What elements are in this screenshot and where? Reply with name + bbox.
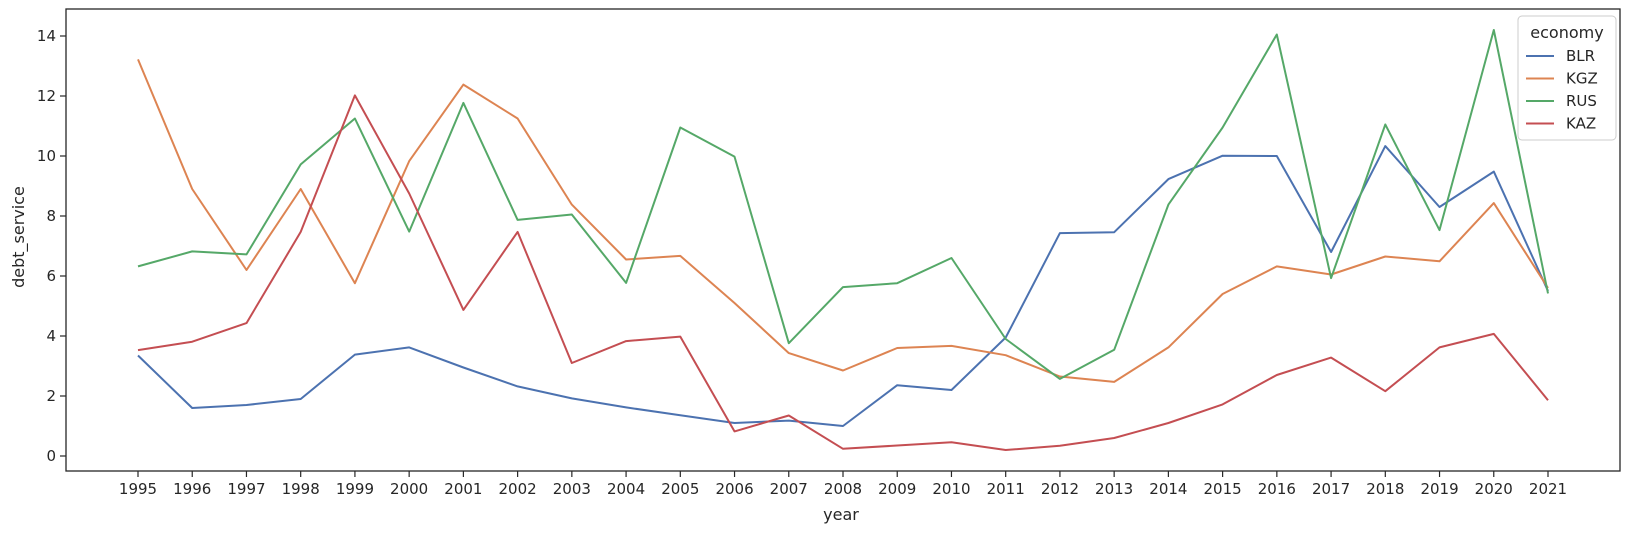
y-tick-label: 2 (46, 387, 56, 405)
x-tick-label: 2010 (932, 480, 970, 498)
x-tick-label: 2005 (661, 480, 699, 498)
x-tick-label: 2017 (1312, 480, 1350, 498)
y-tick-label: 10 (37, 147, 56, 165)
x-tick-label: 2003 (553, 480, 591, 498)
x-tick-label: 2016 (1258, 480, 1296, 498)
legend-label-kgz: KGZ (1566, 70, 1598, 88)
x-axis: 1995 1996 1997 1998 1999 2000 2001 2002 2003 2004… (119, 471, 1567, 498)
x-tick-label: 2006 (715, 480, 753, 498)
y-tick-label: 8 (46, 207, 56, 225)
x-axis-label: year (823, 505, 859, 524)
y-tick-label: 6 (46, 267, 56, 285)
x-tick-label: 2013 (1095, 480, 1133, 498)
x-tick-label: 2000 (390, 480, 428, 498)
legend-label-kaz: KAZ (1566, 115, 1596, 133)
x-tick-label: 1996 (173, 480, 211, 498)
x-tick-label: 2021 (1529, 480, 1567, 498)
x-tick-label: 2019 (1420, 480, 1458, 498)
x-tick-label: 1999 (336, 480, 374, 498)
x-tick-label: 2002 (499, 480, 537, 498)
plot-area (65, 8, 1621, 472)
y-tick-label: 12 (37, 87, 56, 105)
x-tick-label: 1995 (119, 480, 157, 498)
x-tick-label: 1998 (282, 480, 320, 498)
y-axis: 0 2 4 6 8 10 12 14 (37, 27, 66, 465)
series-line-kaz (137, 94, 1549, 451)
legend-label-blr: BLR (1566, 47, 1595, 65)
legend-title: economy (1530, 23, 1603, 42)
series-line-rus (137, 29, 1549, 380)
x-tick-label: 2014 (1149, 480, 1187, 498)
x-tick-label: 2007 (770, 480, 808, 498)
x-tick-label: 2011 (987, 480, 1025, 498)
x-tick-label: 2018 (1366, 480, 1404, 498)
series-line-blr (137, 145, 1549, 427)
series-line-kgz (137, 59, 1549, 383)
y-tick-label: 4 (46, 327, 56, 345)
x-tick-label: 2009 (878, 480, 916, 498)
x-tick-label: 2008 (824, 480, 862, 498)
x-tick-label: 2004 (607, 480, 645, 498)
y-tick-label: 14 (37, 27, 56, 45)
legend-box (1517, 15, 1617, 141)
plot-frame (65, 8, 1621, 472)
x-tick-label: 2012 (1041, 480, 1079, 498)
series-lines (137, 29, 1549, 451)
x-tick-label: 2001 (444, 480, 482, 498)
x-tick-label: 2015 (1204, 480, 1242, 498)
legend: economy BLR KGZ RUS KAZ (1517, 15, 1617, 141)
x-tick-label: 2020 (1475, 480, 1513, 498)
legend-label-rus: RUS (1566, 92, 1597, 110)
y-axis-label: debt_service (9, 186, 29, 288)
y-tick-label: 0 (46, 447, 56, 465)
x-tick-label: 1997 (227, 480, 265, 498)
